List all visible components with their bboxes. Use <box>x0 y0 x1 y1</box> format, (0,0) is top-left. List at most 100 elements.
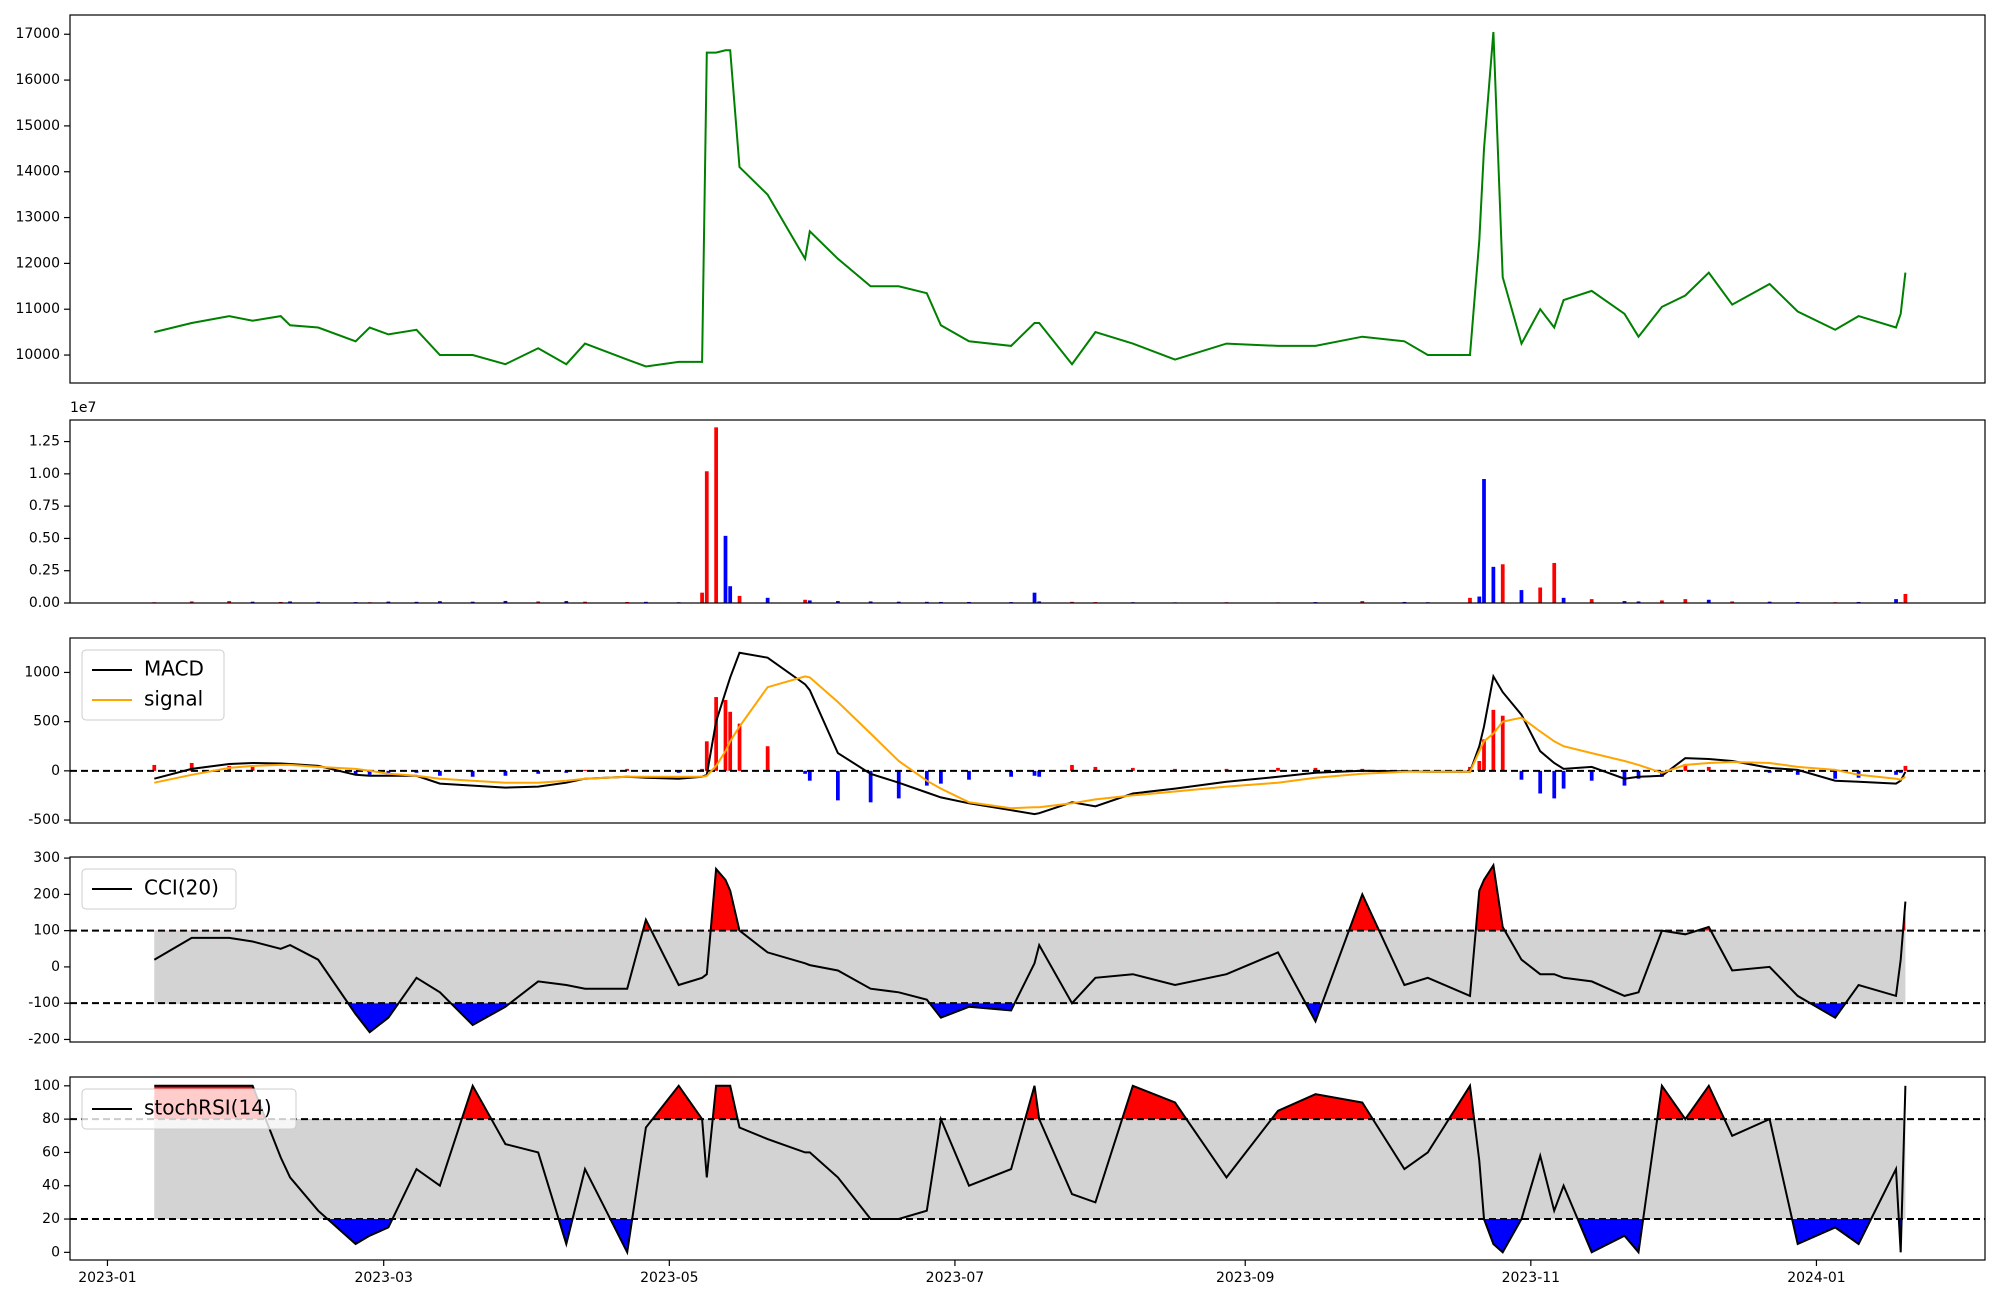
histogram-bar <box>714 697 719 771</box>
volume-bar <box>1903 593 1908 603</box>
volume-bar <box>728 586 733 603</box>
legend-label: signal <box>144 687 203 711</box>
volume-bar <box>227 601 232 603</box>
y-tick-label: 500 <box>33 714 60 730</box>
volume-bar <box>803 599 807 603</box>
histogram-bar <box>1683 763 1688 771</box>
histogram-bar <box>924 770 929 786</box>
volume-bar <box>438 601 442 603</box>
histogram-bar <box>1468 766 1472 771</box>
y-tick-label: 14000 <box>15 164 60 180</box>
histogram-bar <box>1589 770 1594 781</box>
histogram-bar <box>1093 766 1098 771</box>
volume-bar <box>1519 590 1524 603</box>
volume-bar <box>536 601 541 603</box>
x-tick-label: 2023-11 <box>1502 1270 1561 1286</box>
legend-box <box>81 868 237 910</box>
histogram-bar <box>939 770 943 784</box>
y-tick-label: 0.25 <box>29 563 60 579</box>
y-tick-label: 1000 <box>24 664 60 680</box>
y-tick-label: 0 <box>51 1244 60 1260</box>
histogram-bar <box>1519 770 1524 780</box>
y-tick-label: 0.75 <box>29 498 60 514</box>
plot-area <box>152 427 1908 603</box>
offset-label: 1e7 <box>70 400 96 416</box>
y-tick-label: 12000 <box>15 255 60 271</box>
histogram-bar <box>1070 764 1074 771</box>
y-tick-label: 40 <box>42 1178 60 1194</box>
histogram-bar <box>189 762 194 771</box>
plot-area <box>154 31 1907 368</box>
volume-bar <box>1894 599 1898 603</box>
volume-bar <box>1360 601 1365 603</box>
plot-area <box>70 862 1985 1034</box>
volume-bar <box>836 601 840 603</box>
histogram-bar <box>807 770 812 781</box>
volume-bar <box>1730 601 1735 603</box>
volume-bar <box>189 601 194 603</box>
histogram-bar <box>583 769 587 771</box>
y-tick-label: 0.00 <box>29 595 60 611</box>
volume-bar <box>1589 599 1594 603</box>
histogram-bar <box>896 770 901 799</box>
legend-box <box>81 649 225 721</box>
legend-label: CCI(20) <box>144 876 219 900</box>
series-line <box>153 862 1907 1034</box>
histogram-bar <box>367 770 372 775</box>
plot-area <box>70 1082 1985 1256</box>
volume-bar <box>470 601 475 603</box>
histogram-bar <box>625 768 630 771</box>
histogram-bar <box>1894 770 1898 775</box>
volume-bar <box>1767 601 1772 603</box>
x-tick-label: 2023-03 <box>354 1270 413 1286</box>
histogram-bar <box>1795 770 1800 775</box>
histogram-bar <box>765 746 770 771</box>
x-tick-label: 2023-05 <box>640 1270 699 1286</box>
volume-bar <box>807 600 812 603</box>
histogram-bar <box>536 770 541 774</box>
volume-bar <box>1491 566 1496 603</box>
histogram-bar <box>1037 770 1042 777</box>
volume-bar <box>1622 601 1627 603</box>
histogram-bar <box>1706 766 1711 771</box>
y-tick-label: 0.50 <box>29 530 60 546</box>
volume-bar <box>896 601 901 603</box>
histogram-bar <box>1636 770 1641 779</box>
histogram-bar <box>353 770 358 775</box>
volume-bar <box>1706 599 1711 603</box>
volume-bar <box>1683 599 1688 603</box>
y-tick-label: -500 <box>28 812 60 828</box>
histogram-bar <box>1477 761 1482 771</box>
volume-bar <box>1032 592 1037 603</box>
histogram-bar <box>723 699 728 771</box>
histogram-bar <box>1009 770 1013 777</box>
y-tick-label: 1.25 <box>29 434 60 450</box>
histogram-bar <box>803 770 807 774</box>
series-line <box>154 675 1906 810</box>
y-tick-label: 100 <box>33 923 60 939</box>
volume-bar <box>503 600 508 603</box>
volume-bar <box>386 601 391 603</box>
volume-bar <box>737 595 742 603</box>
volume-bar <box>250 601 255 603</box>
histogram-bar <box>250 766 255 771</box>
histogram-bar <box>152 764 157 771</box>
plot-area <box>70 651 1985 816</box>
y-tick-label: 10000 <box>15 347 60 363</box>
volume-bar <box>868 601 873 603</box>
y-tick-label: 200 <box>33 886 60 902</box>
volume-bar <box>1037 601 1042 603</box>
series-line <box>154 651 1907 816</box>
y-tick-label: 0 <box>51 959 60 975</box>
histogram-bar <box>1538 770 1543 794</box>
y-tick-label: 100 <box>33 1078 60 1094</box>
x-tick-label: 2024-01 <box>1787 1270 1846 1286</box>
histogram-bar <box>704 741 709 771</box>
y-tick-label: 15000 <box>15 118 60 134</box>
volume-bar <box>723 535 728 603</box>
histogram-bar <box>1032 770 1037 776</box>
series-line <box>154 31 1907 368</box>
histogram-bar <box>737 723 742 771</box>
axes-frame <box>69 419 1986 604</box>
